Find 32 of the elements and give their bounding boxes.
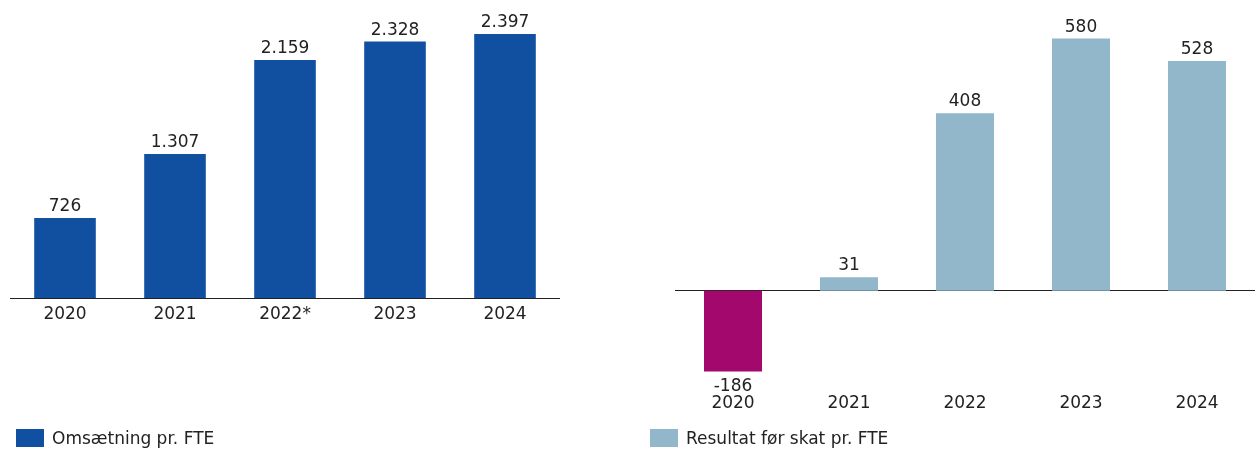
x-tick-label: 2022* — [259, 303, 311, 324]
bar — [1052, 38, 1110, 291]
legend-label: Omsætning pr. FTE — [52, 428, 215, 448]
data-label: 2.159 — [260, 37, 310, 58]
data-label: 726 — [48, 195, 82, 216]
bar — [704, 290, 762, 372]
data-label: 580 — [1064, 15, 1098, 36]
bar — [144, 154, 206, 298]
bar — [936, 113, 994, 291]
data-label: 2.397 — [480, 10, 530, 31]
x-tick-label: 2020 — [711, 392, 755, 412]
x-tick-label: 2023 — [1059, 392, 1103, 412]
data-label: 408 — [948, 90, 982, 111]
data-label: 2.328 — [370, 18, 420, 39]
x-tick-label: 2022 — [943, 392, 987, 412]
data-label: 528 — [1180, 38, 1214, 59]
x-tick-label: 2024 — [483, 303, 527, 324]
x-tick-label: 2020 — [43, 303, 87, 324]
x-tick-label: 2024 — [1175, 392, 1219, 412]
x-tick-label: 2021 — [827, 392, 871, 412]
data-label: 31 — [838, 254, 860, 275]
legend-label: Resultat før skat pr. FTE — [686, 428, 889, 448]
x-tick-label: 2023 — [373, 303, 417, 324]
bar — [474, 33, 536, 298]
data-label: -186 — [713, 374, 753, 395]
data-label: 1.307 — [150, 131, 200, 151]
bar — [254, 60, 316, 298]
bar — [34, 218, 96, 298]
bar — [820, 277, 878, 291]
x-tick-label: 2021 — [153, 303, 197, 324]
bar — [1168, 61, 1226, 291]
bar — [364, 41, 426, 298]
